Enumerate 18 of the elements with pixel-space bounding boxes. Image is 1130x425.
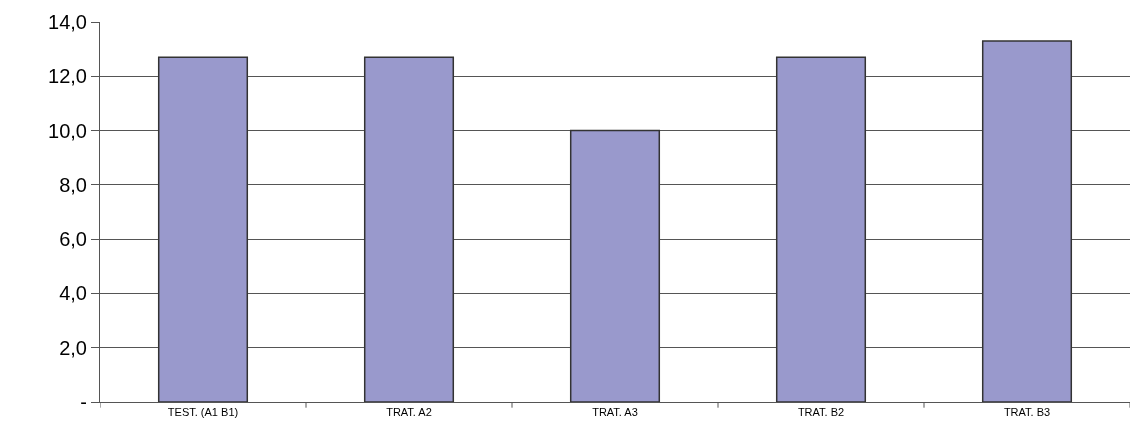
y-tick-label: 2,0 bbox=[59, 336, 87, 359]
bar bbox=[981, 40, 1073, 402]
y-tick-label: 8,0 bbox=[59, 173, 87, 196]
x-tick-label: TEST. (A1 B1) bbox=[167, 406, 239, 419]
y-tick-label: 14,0 bbox=[48, 11, 87, 33]
x-tick-label: TRAT. A2 bbox=[386, 406, 432, 419]
bar bbox=[363, 56, 455, 402]
bar bbox=[775, 56, 867, 402]
x-tick-label: TRAT. A3 bbox=[592, 406, 638, 419]
y-tick-label: 4,0 bbox=[59, 282, 87, 305]
x-tick-label: TRAT. B2 bbox=[797, 406, 845, 419]
y-tick-label: - bbox=[80, 391, 87, 413]
x-tick-label: TRAT. B3 bbox=[1003, 406, 1051, 419]
y-tick-label: 10,0 bbox=[48, 119, 87, 142]
y-tick-label: 6,0 bbox=[59, 228, 87, 251]
bar bbox=[157, 56, 249, 402]
bar bbox=[569, 129, 661, 402]
y-tick-label: 12,0 bbox=[48, 65, 87, 88]
